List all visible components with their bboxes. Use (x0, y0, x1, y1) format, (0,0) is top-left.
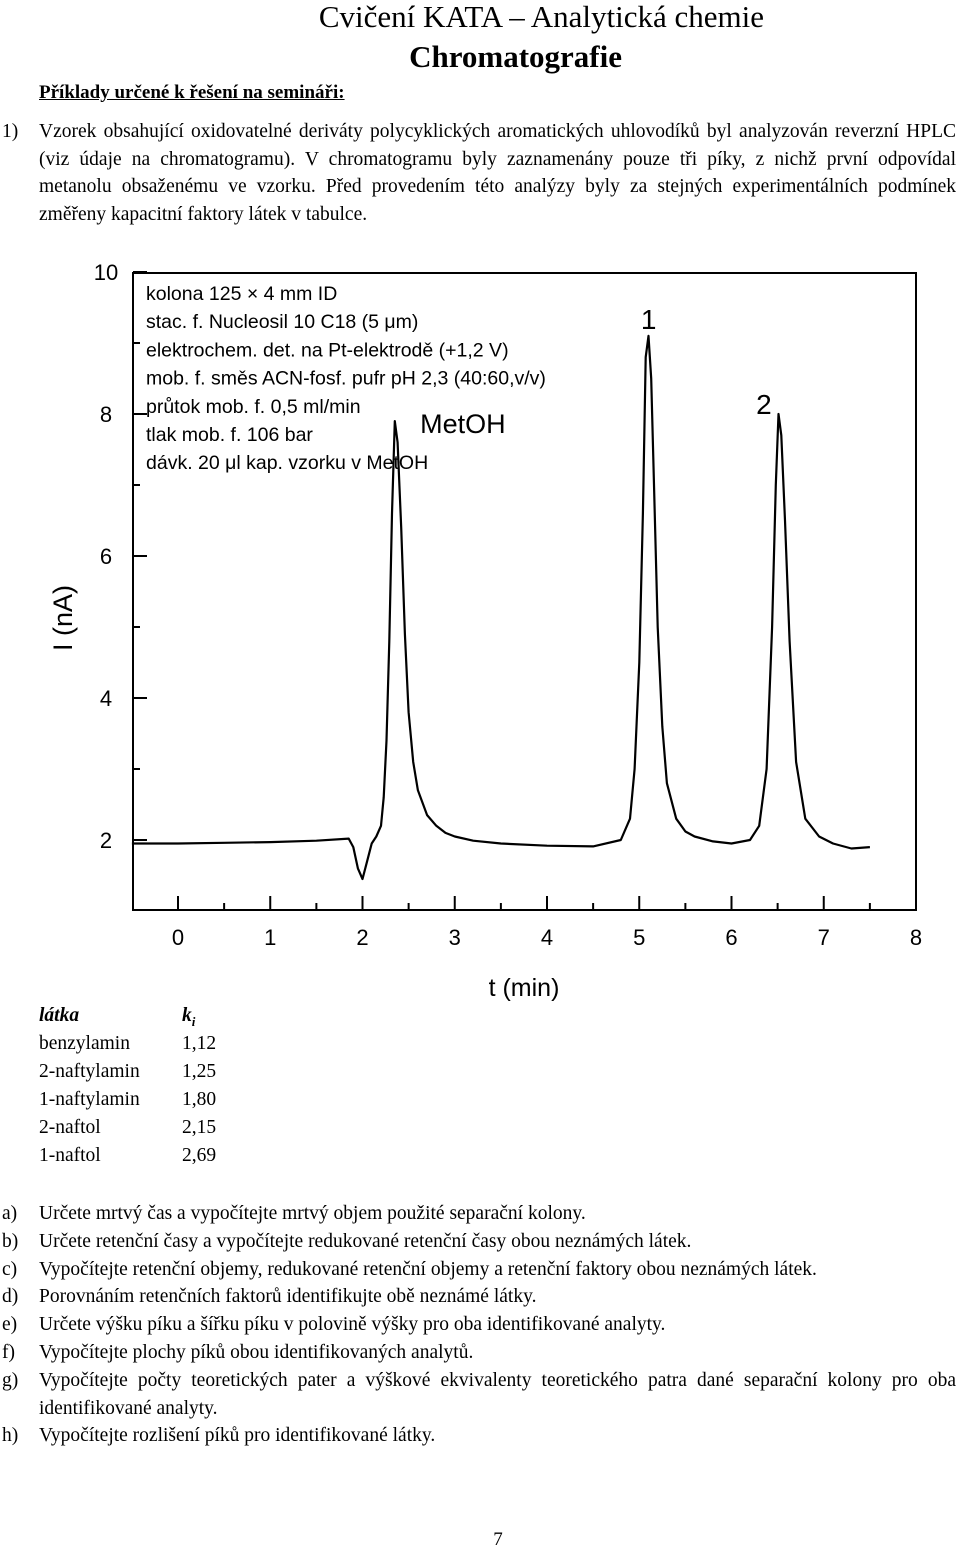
task-letter: b) (2, 1230, 19, 1252)
chart-condition-line: mob. f. směs ACN-fosf. pufr pH 2,3 (40:6… (146, 368, 546, 390)
task-text: Vypočítejte plochy píků obou identifikov… (39, 1341, 474, 1363)
chromatogram-trace (131, 334, 870, 881)
x-axis-label: t (min) (489, 974, 560, 1002)
table-cell-substance: benzylamin (39, 1033, 130, 1054)
x-tick-label: 5 (633, 925, 645, 950)
table-cell-k: 2,15 (182, 1117, 217, 1138)
task-item: g) Vypočítejte počty teoretických pater a… (0, 1367, 960, 1423)
problem-number: 1) (2, 121, 19, 142)
peak-label: 1 (641, 304, 657, 335)
table-cell-k: 1,25 (182, 1061, 217, 1082)
task-text: Určete výšku píku a šířku píku v polovin… (39, 1314, 666, 1336)
task-text: Určete retenční časy a vypočítejte reduk… (39, 1230, 692, 1252)
table-header-substance: látka (39, 1005, 80, 1026)
table-cell-substance: 1-naftylamin (39, 1089, 140, 1110)
table-cell-substance: 2-naftylamin (39, 1061, 140, 1082)
chart-condition-line: kolona 125 × 4 mm ID (146, 283, 337, 305)
task-item: d) Porovnáním retenčních faktorů identifi… (0, 1283, 960, 1311)
task-item: h) Vypočítejte rozlišení píků pro identif… (0, 1422, 960, 1450)
task-text: Porovnáním retenčních faktorů identifiku… (39, 1286, 537, 1308)
chart-condition-line: stac. f. Nucleosil 10 C18 (5 μm) (146, 311, 418, 333)
y-tick-label: 8 (100, 402, 112, 427)
x-tick-label: 6 (725, 925, 737, 950)
x-tick-label: 2 (356, 925, 368, 950)
peak-label: 2 (756, 389, 772, 420)
task-letter: e) (2, 1314, 18, 1336)
problem-text: Vzorek obsahující oxidovatelné deriváty … (39, 121, 956, 225)
x-tick-label: 7 (818, 925, 830, 950)
task-list: a) Určete mrtvý čas a vypočítejte mrtvý o… (0, 1200, 960, 1450)
task-text: Vypočítejte počty teoretických pater a v… (39, 1369, 956, 1419)
table-cell-k: 1,12 (182, 1033, 217, 1054)
task-item: b) Určete retenční časy a vypočítejte red… (0, 1228, 960, 1256)
x-tick-label: 4 (541, 925, 553, 950)
y-tick-label: 6 (100, 544, 112, 569)
task-item: e) Určete výšku píku a šířku píku v polov… (0, 1311, 960, 1339)
y-tick-label: 2 (100, 828, 112, 853)
document-title: Cvičení KATA – Analytická chemie (318, 0, 764, 34)
document-subtitle: Chromatografie (409, 39, 622, 74)
task-letter: a) (2, 1203, 18, 1224)
section-heading: Příklady určené k řešení na semináři: (39, 82, 345, 103)
y-tick-label: 4 (100, 686, 112, 711)
chart-condition-line: průtok mob. f. 0,5 ml/min (146, 396, 361, 418)
table-cell-k: 2,69 (182, 1145, 217, 1166)
table-header-k: ki (182, 1005, 196, 1029)
task-text: Určete mrtvý čas a vypočítejte mrtvý obj… (39, 1203, 586, 1224)
x-tick-label: 1 (264, 925, 276, 950)
plot-frame (132, 272, 917, 911)
chart-condition-line: tlak mob. f. 106 bar (146, 424, 313, 446)
task-item: c) Vypočítejte retenční objemy, redukovan… (0, 1256, 960, 1284)
task-text: Vypočítejte rozlišení píků pro identifik… (39, 1425, 436, 1447)
chart-condition-line: dávk. 20 μl kap. vzorku v MetOH (146, 452, 428, 474)
table-cell-substance: 2-naftol (39, 1117, 101, 1138)
chart-condition-line: elektrochem. det. na Pt-elektrodě (+1,2 … (146, 339, 509, 361)
peak-label: MetOH (420, 409, 506, 439)
y-axis-label: I (nA) (48, 585, 78, 651)
task-letter: d) (2, 1286, 19, 1308)
page-number: 7 (493, 1529, 503, 1550)
task-letter: h) (2, 1425, 19, 1447)
chromatogram-chart: 0 1 2 3 4 5 6 7 8 2 4 6 8 10 kolona 125 × 4 mm ID stac… (48, 260, 922, 1002)
task-letter: c) (2, 1258, 18, 1280)
table-cell-substance: 1-naftol (39, 1145, 101, 1166)
x-tick-label: 0 (172, 925, 184, 950)
x-tick-label: 8 (910, 925, 922, 950)
table-cell-k: 1,80 (182, 1089, 217, 1110)
task-letter: g) (2, 1369, 19, 1391)
x-tick-label: 3 (449, 925, 461, 950)
task-item: a) Určete mrtvý čas a vypočítejte mrtvý o… (0, 1200, 960, 1228)
y-tick-label: 10 (94, 260, 118, 285)
task-letter: f) (2, 1341, 15, 1363)
task-text: Vypočítejte retenční objemy, redukované … (39, 1258, 817, 1280)
task-item: f) Vypočítejte plochy píků obou identifik… (0, 1339, 960, 1367)
